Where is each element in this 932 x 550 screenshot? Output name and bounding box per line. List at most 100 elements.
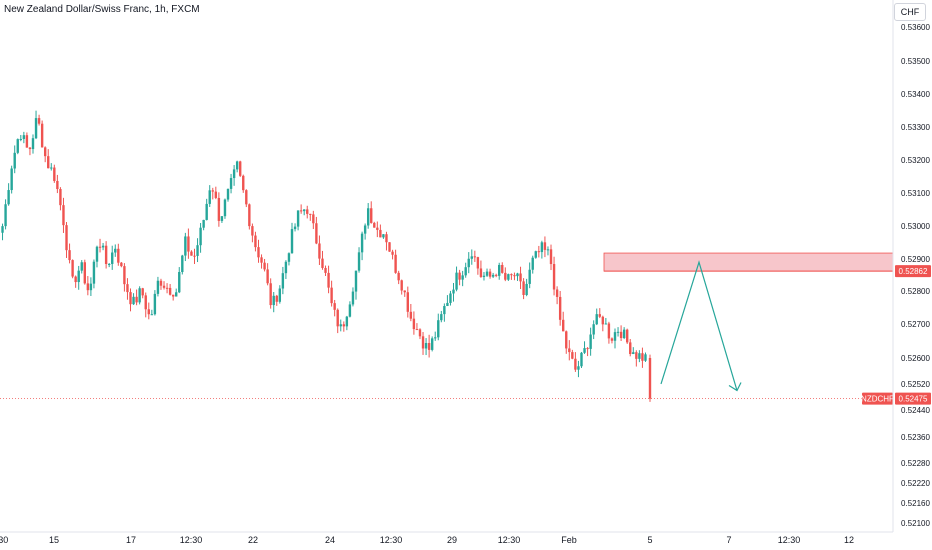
candle-body <box>568 348 571 353</box>
candle-body <box>16 139 19 153</box>
candle-body <box>391 251 394 255</box>
candle-body <box>382 234 385 238</box>
candle-body <box>202 219 205 228</box>
candle-body <box>595 314 598 325</box>
y-tick-label: 0.53200 <box>901 156 930 165</box>
candle-body <box>644 354 647 361</box>
x-tick-label: 12:30 <box>180 535 203 545</box>
candle-body <box>28 147 32 150</box>
y-tick-label: 0.53000 <box>901 222 930 231</box>
candle-body <box>293 226 297 230</box>
candle-body <box>363 225 367 234</box>
candle-body <box>132 296 135 305</box>
candle-body <box>632 352 635 355</box>
candle-body <box>641 353 644 361</box>
candle-body <box>601 316 605 325</box>
candle-body <box>525 283 528 295</box>
x-tick-label: 5 <box>647 535 652 545</box>
candle-body <box>208 190 211 204</box>
candles <box>1 110 652 402</box>
y-tick-label: 0.52100 <box>901 519 930 528</box>
candle-body <box>263 262 266 270</box>
candle-body <box>638 353 641 359</box>
candle-body <box>443 306 446 315</box>
candle-body <box>284 261 288 274</box>
overlays: NZDCHF <box>0 252 894 405</box>
y-tick-label: 0.52600 <box>901 354 930 363</box>
candle-body <box>315 223 318 244</box>
candle-body <box>275 295 278 302</box>
candle-body <box>223 199 227 217</box>
candle-body <box>25 135 29 148</box>
candle-body <box>168 287 172 295</box>
candle-body <box>120 262 123 267</box>
candle-body <box>232 169 236 179</box>
candle-body <box>501 264 504 273</box>
zone-price-label: 0.52862 <box>899 267 928 276</box>
candle-body <box>607 323 611 339</box>
candle-body <box>278 288 282 302</box>
candle-body <box>248 204 251 227</box>
candle-body <box>586 348 589 350</box>
candle-body <box>622 329 626 339</box>
candle-body <box>494 274 498 276</box>
candle-body <box>123 266 126 285</box>
candle-body <box>427 343 431 350</box>
candle-body <box>464 267 467 276</box>
y-tick-label: 0.52440 <box>901 406 930 415</box>
candle-body <box>635 352 638 359</box>
projection-arrowhead <box>728 382 742 392</box>
candle-body <box>552 264 556 290</box>
candle-body <box>40 123 44 148</box>
x-axis: :30 15 17 12:30 22 24 12:30 29 12:30 Feb 5 7 12:30 12 <box>0 531 893 545</box>
candle-body <box>156 280 160 294</box>
candle-body <box>129 292 132 305</box>
candle-body <box>510 274 513 276</box>
y-tick-label: 0.53100 <box>901 189 930 198</box>
zone-price-label-bg <box>895 265 931 278</box>
candle-body <box>22 135 26 139</box>
candle-body <box>147 309 150 315</box>
candle-body <box>71 260 74 277</box>
x-tick-label: Feb <box>561 535 577 545</box>
candle-body <box>217 197 221 221</box>
candle-body <box>101 245 105 248</box>
candle-body <box>59 189 62 206</box>
candle-body <box>491 274 495 277</box>
candle-body <box>437 320 440 338</box>
candle-body <box>19 138 23 140</box>
y-tick-label: 0.53300 <box>901 123 930 132</box>
candle-body <box>65 225 68 251</box>
candle-body <box>287 253 291 262</box>
candle-body <box>366 208 370 226</box>
candle-body <box>306 209 309 214</box>
candle-body <box>10 168 13 191</box>
candle-body <box>583 348 586 353</box>
candle-body <box>272 295 275 306</box>
candle-body <box>339 324 342 327</box>
candle-body <box>126 284 129 293</box>
candle-body <box>482 275 486 277</box>
candle-body <box>592 324 595 335</box>
candle-body <box>534 251 537 258</box>
y-tick-label: 0.53500 <box>901 57 930 66</box>
candle-body <box>430 338 434 350</box>
candle-body <box>47 156 50 169</box>
candle-body <box>610 338 614 341</box>
candle-body <box>80 262 83 271</box>
candle-body <box>324 267 327 273</box>
y-tick-label: 0.52520 <box>901 380 930 389</box>
candle-body <box>171 294 175 297</box>
candle-body <box>598 314 601 317</box>
candle-body <box>68 250 71 261</box>
candle-body <box>214 191 218 198</box>
candle-body <box>519 273 522 282</box>
y-tick-label: 0.52700 <box>901 320 930 329</box>
candle-body <box>616 331 620 333</box>
candle-body <box>43 147 47 157</box>
candle-body <box>537 251 541 253</box>
currency-button[interactable]: CHF <box>894 3 926 21</box>
candle-body <box>321 258 324 268</box>
candle-body <box>34 118 38 139</box>
